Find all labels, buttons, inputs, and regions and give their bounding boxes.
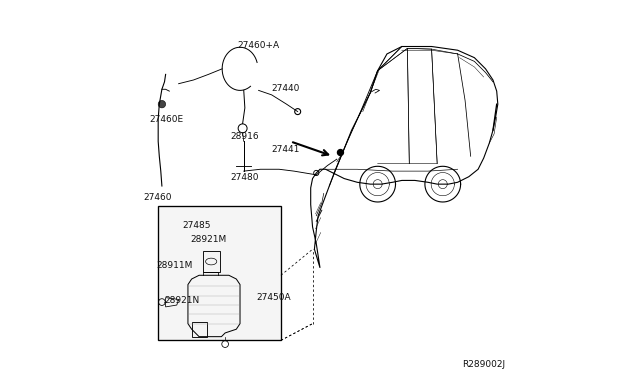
Bar (158, 206, 281, 340)
Text: 27460: 27460 (143, 193, 172, 202)
Circle shape (337, 150, 344, 155)
Text: 28921N: 28921N (164, 296, 200, 305)
Text: 28911M: 28911M (156, 262, 193, 270)
Text: 27440: 27440 (271, 84, 300, 93)
Bar (191, 322, 207, 337)
Text: 27480: 27480 (230, 173, 259, 182)
Bar (203, 251, 220, 272)
Text: 27460E: 27460E (149, 115, 183, 124)
Text: 28921M: 28921M (191, 235, 227, 244)
Text: 28916: 28916 (230, 132, 259, 141)
Text: 27485: 27485 (182, 221, 211, 230)
Text: 27441: 27441 (271, 145, 300, 154)
Text: R289002J: R289002J (462, 360, 505, 369)
Text: 27460+A: 27460+A (237, 41, 280, 50)
Text: 27450A: 27450A (257, 293, 291, 302)
Circle shape (158, 100, 166, 108)
